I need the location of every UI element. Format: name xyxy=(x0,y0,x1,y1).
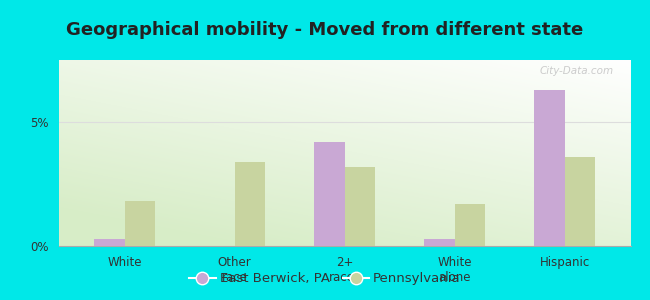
Bar xyxy=(564,157,595,246)
Bar xyxy=(534,90,564,246)
Bar xyxy=(314,142,344,246)
Bar xyxy=(94,238,125,246)
Bar xyxy=(424,238,454,246)
Bar xyxy=(344,167,375,246)
Bar xyxy=(235,162,265,246)
Text: Geographical mobility - Moved from different state: Geographical mobility - Moved from diffe… xyxy=(66,21,584,39)
Legend: East Berwick, PA, Pennsylvania: East Berwick, PA, Pennsylvania xyxy=(184,267,466,290)
Bar xyxy=(454,204,486,246)
Text: City-Data.com: City-Data.com xyxy=(540,66,614,76)
Bar xyxy=(125,201,155,246)
